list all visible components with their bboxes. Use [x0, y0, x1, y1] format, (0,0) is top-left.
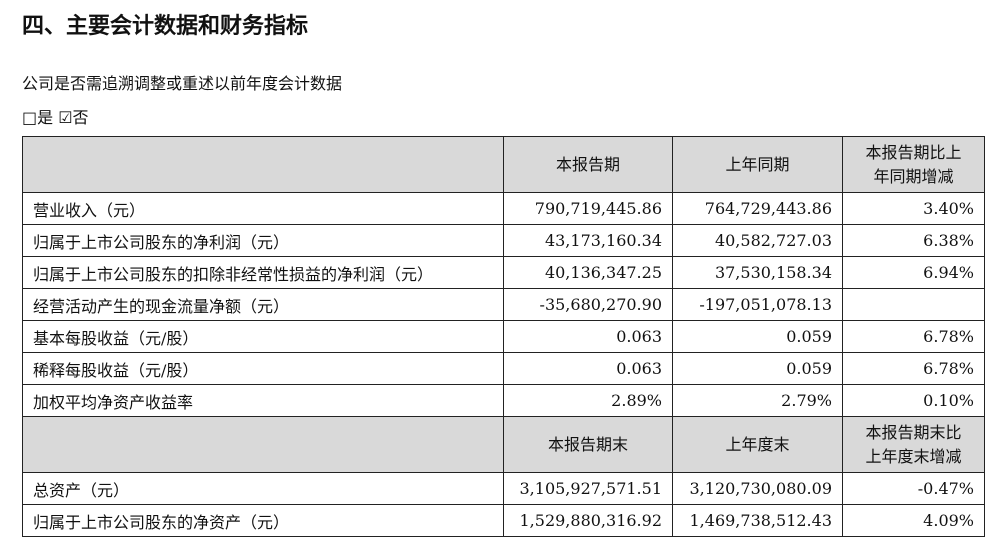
label-cell: 归属于上市公司股东的净利润（元） — [22, 224, 504, 257]
label-cell: 稀释每股收益（元/股） — [22, 352, 504, 385]
label-cell: 营业收入（元） — [22, 192, 504, 225]
data-table: 本报告期 上年同期 本报告期比上年同期增减营业收入（元） 790,719,445.86… — [22, 136, 985, 537]
data-row: 经营活动产生的现金流量净额（元） -35,680,270.90 -197,051,0… — [22, 288, 985, 321]
value-cell: 0.059 — [672, 352, 843, 385]
value-cell: 6.94% — [842, 256, 985, 289]
label-cell: 总资产（元） — [22, 472, 504, 505]
label-cell: 经营活动产生的现金流量净额（元） — [22, 288, 504, 321]
value-cell: 40,582,727.03 — [672, 224, 843, 257]
header-text: 本报告期末比上年度末增减 — [865, 422, 962, 466]
header-cell: 本报告期末 — [503, 416, 673, 473]
data-row: 归属于上市公司股东的扣除非经常性损益的净利润（元） 40,136,347.25 37… — [22, 256, 985, 289]
header-cell: 本报告期 — [503, 136, 673, 193]
header-cell: 本报告期比上年同期增减 — [842, 136, 985, 193]
value-cell: 6.38% — [842, 224, 985, 257]
header-row: 本报告期 上年同期 本报告期比上年同期增减 — [22, 136, 985, 193]
header-text: 上年同期 — [725, 154, 790, 174]
value-cell: 764,729,443.86 — [672, 192, 843, 225]
value-cell: -35,680,270.90 — [503, 288, 673, 321]
value-cell: -197,051,078.13 — [672, 288, 843, 321]
header-text: 本报告期 — [555, 154, 620, 174]
value-cell: 1,469,738,512.43 — [672, 504, 843, 537]
value-cell: 43,173,160.34 — [503, 224, 673, 257]
label-cell: 归属于上市公司股东的净资产（元） — [22, 504, 504, 537]
data-row: 营业收入（元） 790,719,445.86 764,729,443.86 3.40% — [22, 192, 985, 225]
value-cell: 3,120,730,080.09 — [672, 472, 843, 505]
value-cell: 0.063 — [503, 320, 673, 353]
value-cell: 3,105,927,571.51 — [503, 472, 673, 505]
label-cell: 基本每股收益（元/股） — [22, 320, 504, 353]
header-cell: 上年度末 — [672, 416, 843, 473]
data-row: 归属于上市公司股东的净资产（元） 1,529,880,316.92 1,469,73… — [22, 504, 985, 537]
header-text: 本报告期末 — [547, 434, 628, 454]
value-cell: 0.059 — [672, 320, 843, 353]
header-text: 本报告期比上年同期增减 — [865, 142, 962, 186]
value-cell: 1,529,880,316.92 — [503, 504, 673, 537]
header-text: 上年度末 — [725, 434, 790, 454]
data-row: 加权平均净资产收益率 2.89% 2.79% 0.10% — [22, 384, 985, 417]
section-title: 四、主要会计数据和财务指标 — [22, 14, 309, 39]
value-cell: 6.78% — [842, 320, 985, 353]
options: □是 ☑否 — [22, 108, 89, 127]
data-row: 基本每股收益（元/股） 0.063 0.059 6.78% — [22, 320, 985, 353]
value-cell: 40,136,347.25 — [503, 256, 673, 289]
value-cell: 2.79% — [672, 384, 843, 417]
header-cell — [22, 416, 504, 473]
question: 公司是否需追溯调整或重述以前年度会计数据 — [22, 74, 343, 93]
value-cell: 4.09% — [842, 504, 985, 537]
header-cell: 上年同期 — [672, 136, 843, 193]
value-cell: 3.40% — [842, 192, 985, 225]
value-cell — [842, 288, 985, 321]
header-row: 本报告期末 上年度末 本报告期末比上年度末增减 — [22, 416, 985, 473]
label-cell: 归属于上市公司股东的扣除非经常性损益的净利润（元） — [22, 256, 504, 289]
value-cell: 790,719,445.86 — [503, 192, 673, 225]
header-cell: 本报告期末比上年度末增减 — [842, 416, 985, 473]
data-row: 归属于上市公司股东的净利润（元） 43,173,160.34 40,582,727.… — [22, 224, 985, 257]
label-cell: 加权平均净资产收益率 — [22, 384, 504, 417]
value-cell: 0.063 — [503, 352, 673, 385]
data-row: 总资产（元） 3,105,927,571.51 3,120,730,080.09 -0… — [22, 472, 985, 505]
value-cell: 0.10% — [842, 384, 985, 417]
header-cell — [22, 136, 504, 193]
value-cell: -0.47% — [842, 472, 985, 505]
value-cell: 37,530,158.34 — [672, 256, 843, 289]
data-row: 稀释每股收益（元/股） 0.063 0.059 6.78% — [22, 352, 985, 385]
value-cell: 6.78% — [842, 352, 985, 385]
value-cell: 2.89% — [503, 384, 673, 417]
